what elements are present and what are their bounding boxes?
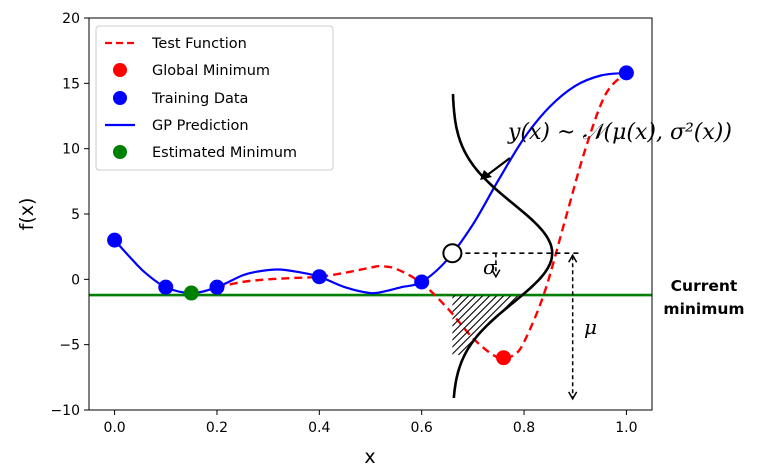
hatch-line <box>563 275 643 355</box>
hatch-line <box>346 275 426 355</box>
gaussian-density-curve <box>451 93 554 399</box>
test-function-line <box>216 72 628 359</box>
x-tick-label: 1.0 <box>615 420 637 436</box>
training-data-point <box>414 274 430 290</box>
legend-gp-prediction-label: GP Prediction <box>152 118 249 134</box>
training-data-point <box>107 232 123 248</box>
hatch-line <box>452 295 518 356</box>
hatch-line <box>542 275 622 355</box>
improvement-hatch <box>346 275 650 356</box>
training-data-point <box>618 65 634 81</box>
y-tick-label: 5 <box>71 207 80 223</box>
hatch-line <box>452 295 504 356</box>
y-tick-label: 10 <box>62 142 80 158</box>
formula-pointer-arrow <box>485 157 511 177</box>
hatch-line <box>452 295 522 356</box>
legend-test-function-label: Test Function <box>151 36 247 52</box>
sigma-arrowhead <box>491 269 501 279</box>
legend-estimated-minimum-label: Estimated Minimum <box>152 145 297 161</box>
legend-training-data-label: Training Data <box>151 91 248 107</box>
training-data-point <box>311 269 327 285</box>
legend-estimated-minimum-swatch <box>113 145 127 159</box>
distribution-formula: y(x) ~ 𝒩(μ(x), σ²(x)) <box>507 120 732 145</box>
query-point <box>442 243 463 264</box>
x-tick-label: 0.0 <box>103 420 125 436</box>
legend-training-data-swatch <box>113 91 127 105</box>
x-axis-label: x <box>364 446 375 468</box>
y-tick-label: 15 <box>62 76 80 92</box>
y-tick-label: 0 <box>71 272 80 288</box>
axes-frame <box>88 17 653 411</box>
hatch-line <box>500 295 522 356</box>
mu-label: μ <box>584 315 597 339</box>
x-tick-label: 0.6 <box>411 420 433 436</box>
formula-pointer-arrowhead <box>480 170 492 180</box>
legend-box <box>95 25 334 171</box>
axis-ticks: 0.0 0.2 0.4 0.6 0.8 1.0 −10 −5 0 5 10 15 20 <box>50 11 637 436</box>
hatch-line <box>452 295 497 356</box>
hatch-line <box>452 295 455 356</box>
hatch-line <box>514 295 522 356</box>
y-axis-label: f(x) <box>16 198 38 231</box>
y-tick-label: 20 <box>62 11 80 27</box>
y-tick-label: −5 <box>59 338 80 354</box>
hatch-line <box>452 295 511 356</box>
x-tick-label: 0.8 <box>513 420 535 436</box>
mu-arrowhead-bottom <box>568 391 578 401</box>
legend-global-minimum-swatch <box>113 63 127 77</box>
hatch-line <box>452 295 522 356</box>
estimated-minimum-point <box>183 285 199 301</box>
training-data-point <box>209 279 225 295</box>
mu-arrowhead-top <box>568 253 578 263</box>
plot-area <box>89 65 652 366</box>
legend-global-minimum-label: Global Minimum <box>152 63 270 79</box>
x-tick-label: 0.4 <box>308 420 330 436</box>
x-tick-label: 0.2 <box>206 420 228 436</box>
global-minimum-point <box>496 350 512 366</box>
hatch-line <box>570 275 650 355</box>
current-minimum-label-line2: minimum <box>663 300 744 318</box>
current-minimum-label-line1: Current <box>671 277 738 295</box>
sigma-label: σ <box>483 255 498 279</box>
training-data-point <box>158 279 174 295</box>
legend: Test Function Global Minimum Training Da… <box>95 25 334 171</box>
y-tick-label: −10 <box>50 403 80 419</box>
